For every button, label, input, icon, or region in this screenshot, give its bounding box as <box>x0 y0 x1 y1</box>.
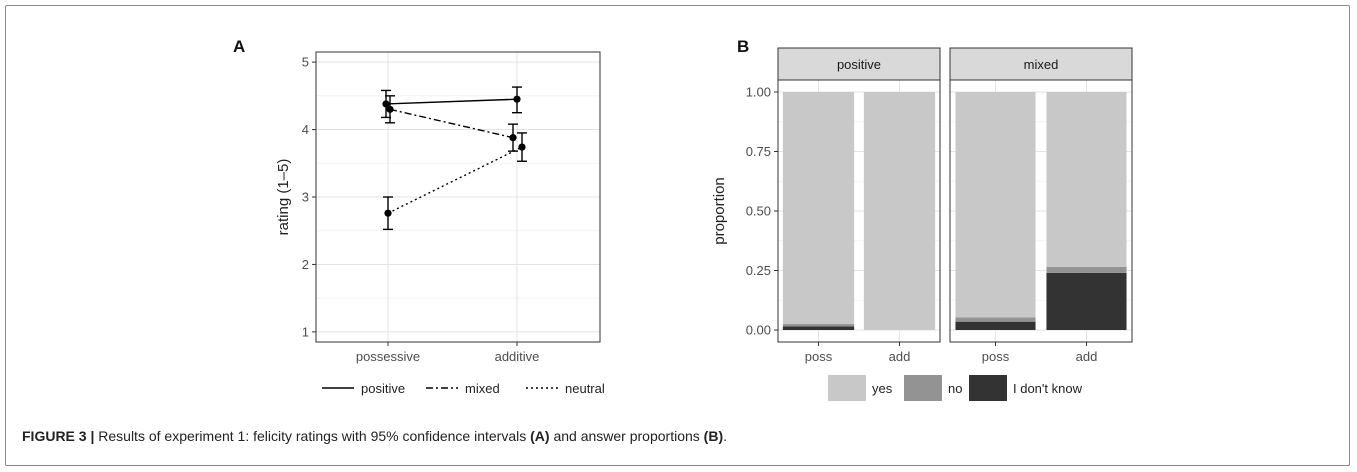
panel-b-x-tick-label: poss <box>982 349 1010 364</box>
panel-b-y-tick-label: 1.00 <box>746 85 771 100</box>
panel-a-series-line-positive <box>385 98 518 105</box>
panel-b-y-tick-label: 0.50 <box>746 204 771 219</box>
caption-text-3: . <box>723 428 727 444</box>
figure-svg: A 1 2 3 4 5 possessive additive rating (1–5) posi… <box>233 37 1133 401</box>
panel-b-bar-segment <box>782 326 855 330</box>
panel-a: A 1 2 3 4 5 possessive additive rating (1–5) posi… <box>233 37 605 396</box>
panel-b-legend-key <box>969 375 1007 401</box>
panel-a-point <box>518 143 526 151</box>
panel-b-facet-strip <box>777 47 941 81</box>
panel-b-legend-key <box>904 375 942 401</box>
panel-b-legend-key <box>828 375 866 401</box>
panel-b-legend-label: I don't know <box>1013 381 1083 396</box>
panel-b-facet-title: mixed <box>1024 57 1059 72</box>
panel-a-legend-label: positive <box>361 381 405 396</box>
panel-a-label: A <box>233 37 245 56</box>
panel-b-facet-title: positive <box>837 57 881 72</box>
panel-b-y-tick-label: 0.75 <box>746 144 771 159</box>
panel-b-x-tick-label: poss <box>805 349 833 364</box>
panel-b-y-tick-label: 0.25 <box>746 263 771 278</box>
panel-b-bar-segment <box>955 92 1036 318</box>
panel-a-point <box>509 134 517 142</box>
panel-b-facet-border <box>949 79 1133 343</box>
panel-a-point <box>386 105 394 113</box>
panel-b-bar-segment <box>863 92 936 330</box>
panel-b-x-tick-label: add <box>1076 349 1098 364</box>
caption-text-1: Results of experiment 1: felicity rating… <box>94 428 531 444</box>
caption-text-2: and answer proportions <box>549 428 704 444</box>
figure-caption: FIGURE 3 | Results of experiment 1: feli… <box>22 428 727 444</box>
panel-a-y-tick-label: 2 <box>302 257 309 272</box>
panel-a-x-tick-label: possessive <box>356 349 420 364</box>
caption-figure-label: FIGURE 3 | <box>22 428 95 444</box>
panel-a-y-tick-label: 3 <box>302 190 309 205</box>
panel-b-legend-label: yes <box>872 381 893 396</box>
panel-b-x-tick-label: add <box>889 349 911 364</box>
panel-b-y-tick-label: 0.00 <box>746 323 771 338</box>
panel-a-legend-label: mixed <box>465 381 500 396</box>
panel-b-bar-segment <box>1046 92 1127 267</box>
panel-b-bar-segment <box>782 92 855 325</box>
panel-b-legend-label: no <box>948 381 962 396</box>
panel-a-point <box>384 209 392 217</box>
panel-a-plot-border <box>315 51 601 343</box>
caption-ref-a: (A) <box>530 428 550 444</box>
panel-a-legend-label: neutral <box>565 381 605 396</box>
panel-b-label: B <box>737 37 749 56</box>
panel-a-y-tick-label: 4 <box>302 122 309 137</box>
panel-a-point <box>513 95 521 103</box>
panel-a-y-axis-title: rating (1–5) <box>275 159 292 236</box>
caption-ref-b: (B) <box>703 428 724 444</box>
panel-b-bar-segment <box>782 324 855 327</box>
panel-a-point <box>382 100 390 108</box>
panel-b-facet-border <box>777 79 941 343</box>
panel-b-y-axis-title: proportion <box>711 177 728 245</box>
panel-b-bar-segment <box>1046 272 1127 330</box>
panel-b-facet-strip <box>949 47 1133 81</box>
panel-a-y-tick-label: 1 <box>302 324 309 339</box>
panel-b-bar-segment <box>955 317 1036 322</box>
panel-a-y-tick-label: 5 <box>302 55 309 70</box>
panel-b-bar-segment <box>955 321 1036 330</box>
panel-a-series-line-mixed <box>389 108 514 139</box>
panel-b-bar-segment <box>1046 266 1127 273</box>
panel-a-x-tick-label: additive <box>495 349 540 364</box>
